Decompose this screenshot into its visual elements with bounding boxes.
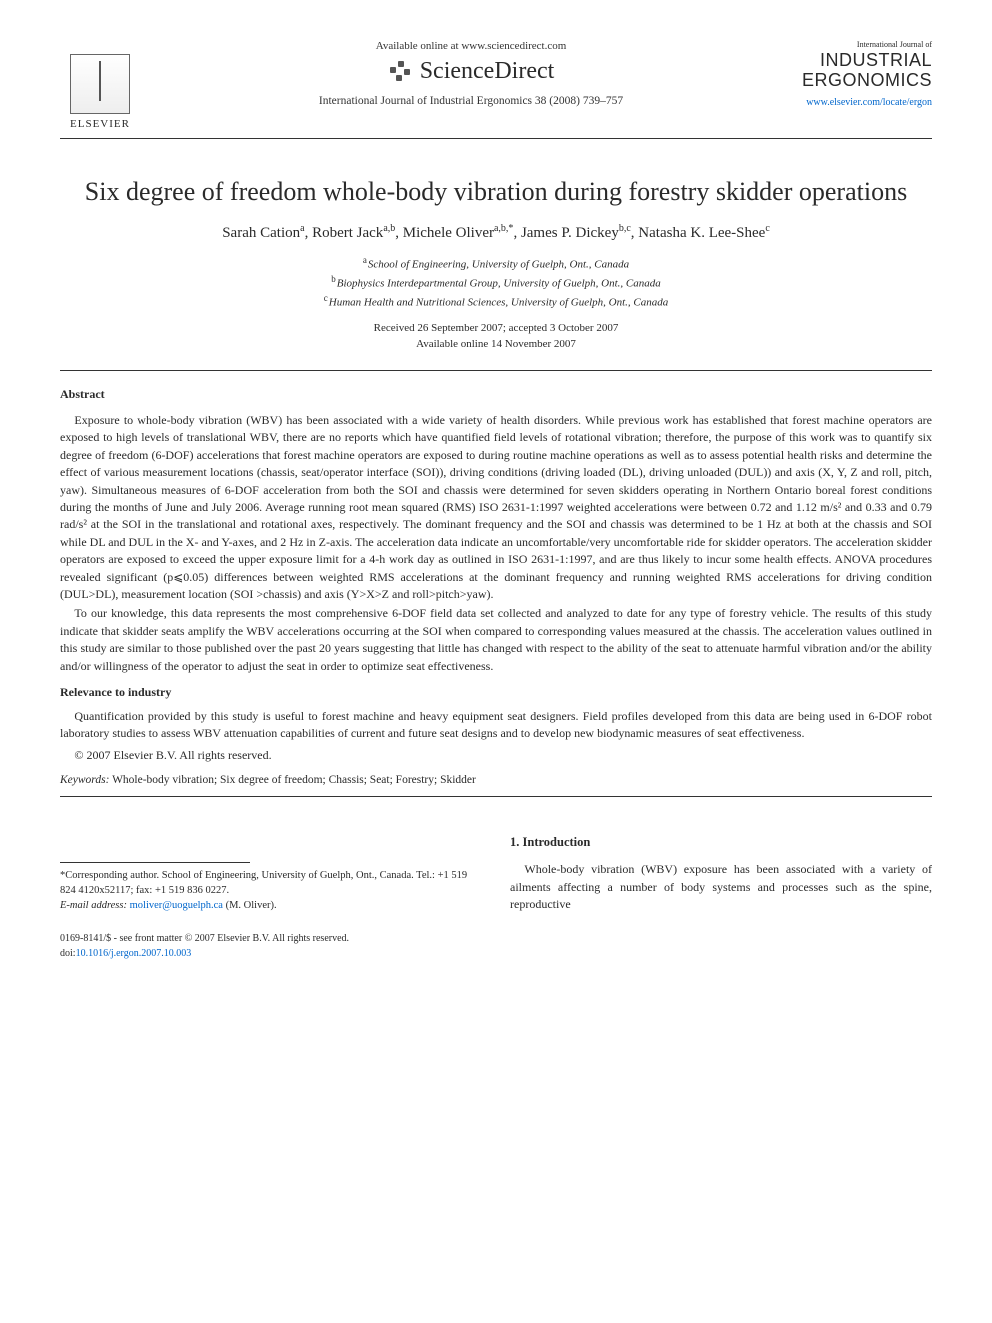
doi-line: doi:10.1016/j.ergon.2007.10.003 — [60, 946, 932, 961]
header-bar: ELSEVIER Available online at www.science… — [60, 40, 932, 139]
sciencedirect-logo: ScienceDirect — [388, 58, 555, 85]
article-title: Six degree of freedom whole-body vibrati… — [60, 175, 932, 209]
footnote-email-line: E-mail address: moliver@uoguelph.ca (M. … — [60, 899, 482, 914]
affiliation-b-text: Biophysics Interdepartmental Group, Univ… — [337, 278, 661, 290]
article-dates: Received 26 September 2007; accepted 3 O… — [60, 321, 932, 352]
elsevier-tree-icon — [70, 54, 130, 114]
email-label: E-mail address: — [60, 900, 130, 911]
keywords-text: Whole-body vibration; Six degree of free… — [109, 774, 475, 786]
affiliation-a-text: School of Engineering, University of Gue… — [368, 258, 629, 270]
journal-line2: ERGONOMICS — [802, 70, 932, 90]
elsevier-logo: ELSEVIER — [60, 40, 140, 130]
two-column-layout: *Corresponding author. School of Enginee… — [60, 833, 932, 913]
relevance-body: Quantification provided by this study is… — [60, 708, 932, 764]
separator-bottom — [60, 796, 932, 797]
doi-label: doi: — [60, 948, 76, 959]
date-received: Received 26 September 2007; accepted 3 O… — [60, 321, 932, 336]
intro-heading: 1. Introduction — [510, 833, 932, 851]
journal-big-text: INDUSTRIAL ERGONOMICS — [802, 51, 932, 91]
date-online: Available online 14 November 2007 — [60, 337, 932, 352]
abstract-p1: Exposure to whole-body vibration (WBV) h… — [60, 412, 932, 603]
sciencedirect-icon — [388, 59, 414, 85]
sciencedirect-text: ScienceDirect — [420, 58, 555, 85]
separator-top — [60, 370, 932, 371]
available-online-text: Available online at www.sciencedirect.co… — [140, 40, 802, 52]
intro-text: Whole-body vibration (WBV) exposure has … — [510, 861, 932, 913]
email-link[interactable]: moliver@uoguelph.ca — [130, 900, 223, 911]
left-column: *Corresponding author. School of Enginee… — [60, 833, 482, 913]
affiliations: aSchool of Engineering, University of Gu… — [60, 254, 932, 311]
relevance-heading: Relevance to industry — [60, 685, 932, 700]
elsevier-label: ELSEVIER — [70, 118, 130, 130]
abstract-body: Exposure to whole-body vibration (WBV) h… — [60, 412, 932, 675]
affiliation-c-text: Human Health and Nutritional Sciences, U… — [329, 297, 668, 309]
journal-logo-box: International Journal of INDUSTRIAL ERGO… — [802, 40, 932, 108]
doi-link[interactable]: 10.1016/j.ergon.2007.10.003 — [76, 948, 192, 959]
affiliation-c: cHuman Health and Nutritional Sciences, … — [60, 292, 932, 311]
journal-reference: International Journal of Industrial Ergo… — [140, 95, 802, 107]
affiliation-b: bBiophysics Interdepartmental Group, Uni… — [60, 273, 932, 292]
footer-info: 0169-8141/$ - see front matter © 2007 El… — [60, 931, 932, 961]
author-list: Sarah Cationa, Robert Jacka,b, Michele O… — [60, 223, 932, 242]
journal-small-text: International Journal of — [802, 40, 932, 49]
copyright-text: © 2007 Elsevier B.V. All rights reserved… — [60, 747, 932, 764]
relevance-text: Quantification provided by this study is… — [60, 708, 932, 743]
header-center: Available online at www.sciencedirect.co… — [140, 40, 802, 107]
keywords-line: Keywords: Whole-body vibration; Six degr… — [60, 774, 932, 786]
affiliation-a: aSchool of Engineering, University of Gu… — [60, 254, 932, 273]
journal-url-link[interactable]: www.elsevier.com/locate/ergon — [802, 97, 932, 108]
issn-line: 0169-8141/$ - see front matter © 2007 El… — [60, 931, 932, 946]
keywords-label: Keywords: — [60, 774, 109, 786]
footnote-separator — [60, 862, 250, 863]
right-column: 1. Introduction Whole-body vibration (WB… — [510, 833, 932, 913]
abstract-heading: Abstract — [60, 387, 932, 402]
footnote-corr: *Corresponding author. School of Enginee… — [60, 869, 482, 898]
journal-line1: INDUSTRIAL — [820, 50, 932, 70]
corresponding-footnote: *Corresponding author. School of Enginee… — [60, 869, 482, 913]
abstract-p2: To our knowledge, this data represents t… — [60, 605, 932, 675]
email-tail: (M. Oliver). — [223, 900, 277, 911]
